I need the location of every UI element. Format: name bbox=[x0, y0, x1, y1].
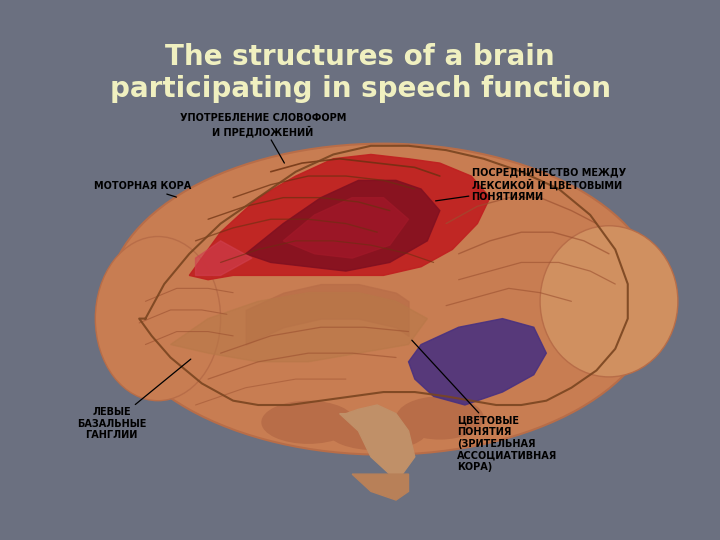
Text: ЛЕВЫЕ
БАЗАЛЬНЫЕ
ГАНГЛИИ: ЛЕВЫЕ БАЗАЛЬНЫЕ ГАНГЛИИ bbox=[77, 359, 191, 441]
Ellipse shape bbox=[327, 411, 428, 450]
Ellipse shape bbox=[540, 226, 678, 377]
Ellipse shape bbox=[396, 396, 484, 440]
Polygon shape bbox=[171, 293, 428, 362]
Ellipse shape bbox=[261, 401, 355, 444]
Text: ЦВЕТОВЫЕ
ПОНЯТИЯ
(ЗРИТЕЛЬНАЯ
АССОЦИАТИВНАЯ
КОРА): ЦВЕТОВЫЕ ПОНЯТИЯ (ЗРИТЕЛЬНАЯ АССОЦИАТИВН… bbox=[412, 340, 557, 472]
Text: ПОСРЕДНИЧЕСТВО МЕЖДУ
ЛЕКСИКОЙ И ЦВЕТОВЫМИ
ПОНЯТИЯМИ: ПОСРЕДНИЧЕСТВО МЕЖДУ ЛЕКСИКОЙ И ЦВЕТОВЫМ… bbox=[436, 167, 626, 202]
Polygon shape bbox=[340, 405, 415, 474]
Text: participating in speech function: participating in speech function bbox=[109, 75, 611, 103]
Polygon shape bbox=[408, 319, 546, 405]
Ellipse shape bbox=[108, 144, 659, 455]
Polygon shape bbox=[189, 154, 490, 280]
Text: МОТОРНАЯ КОРА: МОТОРНАЯ КОРА bbox=[94, 181, 191, 197]
Polygon shape bbox=[246, 180, 440, 271]
Polygon shape bbox=[196, 241, 252, 275]
Polygon shape bbox=[352, 474, 408, 500]
Ellipse shape bbox=[95, 237, 220, 401]
Text: УПОТРЕБЛЕНИЕ СЛОВОФОРМ
И ПРЕДЛОЖЕНИЙ: УПОТРЕБЛЕНИЕ СЛОВОФОРМ И ПРЕДЛОЖЕНИЙ bbox=[179, 113, 346, 163]
Polygon shape bbox=[283, 198, 408, 258]
Text: The structures of a brain: The structures of a brain bbox=[165, 43, 555, 71]
